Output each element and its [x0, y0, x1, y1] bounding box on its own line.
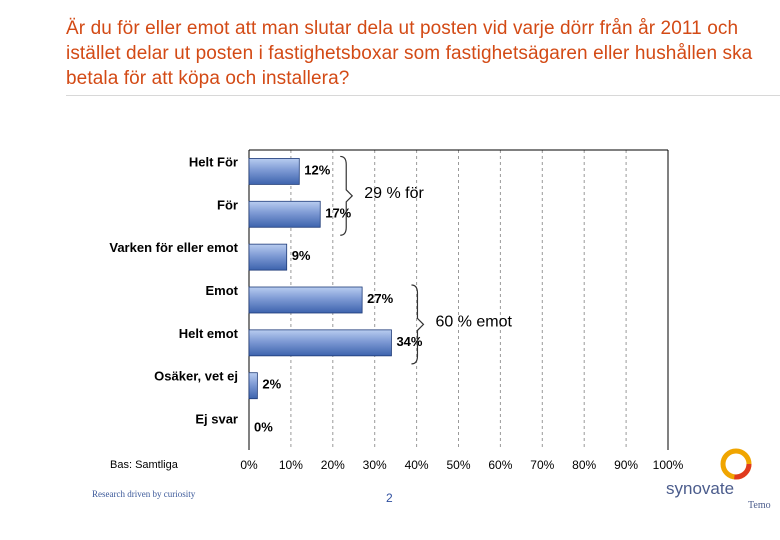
annotation-label: 29 % för — [364, 185, 424, 202]
logo-ring-accent-icon — [720, 448, 752, 480]
logo-wordmark: synovate — [666, 479, 734, 498]
value-label: 2% — [262, 377, 281, 392]
value-label: 12% — [304, 162, 330, 177]
x-tick-label: 30% — [363, 458, 387, 472]
value-labels: 12% 17% 9% 27% 34% 2% 0% — [254, 162, 423, 434]
page-number: 2 — [386, 491, 393, 505]
base-footnote: Bas: Samtliga — [110, 459, 178, 471]
annotation-bracket — [411, 284, 425, 365]
tagline: Research driven by curiosity — [92, 489, 196, 499]
bar — [248, 329, 392, 357]
category-label: För — [217, 197, 238, 212]
slide-title: Är du för eller emot att man slutar dela… — [66, 18, 753, 89]
x-tick-label: 0% — [240, 458, 258, 472]
category-label: Ej svar — [195, 412, 238, 427]
category-labels: Helt För För Varken för eller emot Emot Helt… — [109, 154, 238, 426]
x-tick-label: 60% — [488, 458, 512, 472]
x-tick-label: 20% — [321, 458, 345, 472]
synovate-logo: synovate Temo — [666, 448, 771, 511]
x-tick-label: 50% — [446, 458, 470, 472]
value-label: 34% — [396, 334, 422, 349]
value-label: 27% — [367, 291, 393, 306]
value-label: 0% — [254, 420, 273, 435]
title-divider — [66, 95, 780, 96]
annotations: 29 % för 60 % emot — [340, 155, 512, 365]
bars — [248, 158, 392, 400]
annotation-label: 60 % emot — [435, 313, 512, 330]
category-label: Varken för eller emot — [109, 240, 238, 255]
x-tick-label: 80% — [572, 458, 596, 472]
bar — [248, 200, 321, 228]
value-label: 17% — [325, 205, 351, 220]
category-label: Emot — [206, 283, 239, 298]
x-tick-labels: 0% 10% 20% 30% 40% 50% 60% 70% 80% 90% 100% — [240, 458, 683, 472]
x-tick-label: 10% — [279, 458, 303, 472]
x-tick-label: 90% — [614, 458, 638, 472]
value-label: 9% — [292, 248, 311, 263]
bar — [248, 158, 300, 185]
bar — [248, 286, 363, 314]
category-label: Helt För — [189, 154, 238, 169]
bar — [248, 243, 288, 271]
x-tick-label: 100% — [653, 458, 684, 472]
logo-subtext: Temo — [748, 500, 771, 511]
annotation-bracket — [340, 155, 354, 236]
x-tick-label: 70% — [530, 458, 554, 472]
bar — [248, 372, 258, 400]
category-label: Helt emot — [179, 326, 239, 341]
category-label: Osäker, vet ej — [154, 369, 238, 384]
x-tick-label: 40% — [405, 458, 429, 472]
